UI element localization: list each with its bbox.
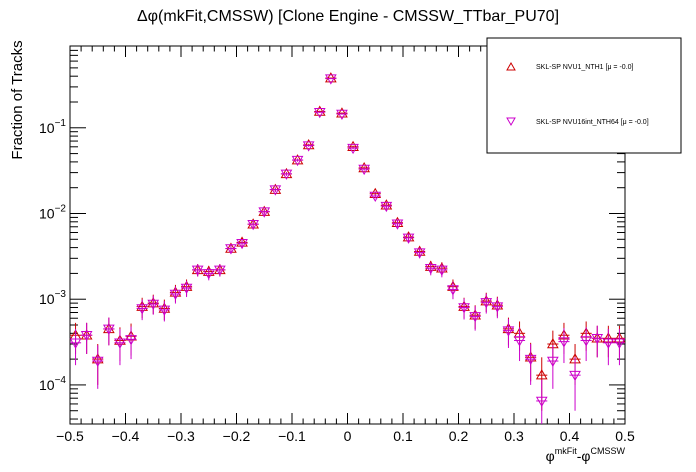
x-tick-label: 0.4	[560, 428, 580, 444]
data-point	[347, 140, 359, 152]
data-point	[358, 164, 371, 176]
y-tick-label: 10−3	[39, 289, 66, 307]
data-series	[69, 72, 626, 424]
data-point	[236, 238, 248, 250]
data-point	[102, 324, 115, 335]
data-point	[424, 263, 437, 275]
data-point	[125, 335, 137, 346]
data-point	[391, 219, 404, 230]
data-point	[313, 107, 326, 119]
data-point	[569, 370, 581, 382]
data-point	[435, 265, 448, 276]
data-point	[180, 283, 193, 295]
data-point	[302, 138, 315, 150]
legend-marker-triangle-down	[506, 117, 516, 127]
data-point	[535, 369, 548, 380]
data-point	[69, 338, 82, 349]
data-point	[613, 338, 626, 349]
data-point	[291, 154, 304, 165]
x-tick-label: 0.3	[504, 428, 524, 444]
data-point	[380, 201, 393, 213]
y-tick-label: 10−4	[39, 375, 66, 393]
legend-marker-triangle-up	[506, 61, 516, 71]
x-tick-label: 0	[344, 428, 352, 444]
x-tick-label: −0.1	[278, 428, 306, 444]
data-point	[291, 155, 304, 167]
data-point	[202, 269, 215, 280]
data-point	[324, 74, 337, 85]
data-point	[213, 265, 226, 276]
x-tick-label: 0.1	[393, 428, 413, 444]
data-point	[558, 337, 570, 348]
data-point	[524, 354, 537, 366]
data-point	[469, 312, 482, 323]
axis-ticks: −0.5 −0.4 −0.3 −0.2 −0.1 0 0.1 0.2 0.3 0.4 0.5 10−4…	[39, 45, 635, 444]
data-point	[513, 336, 526, 347]
plot-area: −0.5 −0.4 −0.3 −0.2 −0.1 0 0.1 0.2 0.3 0.4 0.5 10−4…	[39, 45, 635, 444]
legend-box	[486, 37, 682, 154]
data-point	[302, 141, 315, 152]
legend-entry-label: SKL-SP NVU16int_NTH64 [μ = -0.0]	[536, 119, 649, 126]
legend-entry-label: SKL-SP NVU1_NTH1 [μ = -0.0]	[536, 64, 634, 71]
x-tick-label: 0.2	[449, 428, 469, 444]
x-tick-label: −0.3	[167, 428, 195, 444]
x-tick-label: 0.5	[615, 428, 635, 444]
x-axis-title: φmkFit-φCMSSW	[546, 446, 626, 464]
data-point	[602, 338, 615, 349]
data-point	[258, 207, 271, 218]
data-point	[413, 248, 426, 259]
data-point	[458, 303, 470, 314]
data-point	[591, 334, 604, 345]
data-point	[313, 105, 326, 116]
data-point	[402, 233, 415, 244]
data-point	[136, 304, 149, 315]
data-point	[369, 191, 382, 203]
data-point	[480, 298, 493, 309]
data-point	[358, 161, 371, 173]
y-tick-label: 10−2	[39, 203, 66, 221]
data-point	[247, 218, 260, 229]
chart-title: Δφ(mkFit,CMSSW) [Clone Engine - CMSSW_TT…	[137, 8, 559, 25]
data-point	[336, 107, 348, 118]
y-axis-title: Fraction of Tracks	[9, 40, 26, 159]
data-point	[91, 356, 104, 368]
legend: SKL-SP NVU1_NTH1 [μ = -0.0] SKL-SP NVU16…	[486, 37, 682, 154]
data-point	[280, 169, 293, 180]
data-point	[324, 72, 337, 83]
data-point	[347, 143, 359, 155]
data-point	[546, 356, 559, 368]
data-point	[114, 338, 126, 349]
data-point	[225, 244, 237, 255]
data-point	[169, 289, 182, 301]
data-point	[258, 205, 271, 216]
data-point	[191, 265, 204, 276]
data-point	[502, 326, 515, 337]
data-point	[491, 302, 504, 313]
x-tick-label: −0.5	[56, 428, 84, 444]
data-point	[447, 285, 459, 296]
data-point	[336, 109, 348, 120]
data-point	[269, 185, 282, 196]
x-tick-label: −0.4	[112, 428, 140, 444]
data-point	[158, 305, 171, 316]
data-point	[580, 336, 593, 347]
data-point	[80, 330, 93, 342]
data-point	[535, 396, 548, 407]
x-tick-label: −0.2	[223, 428, 251, 444]
series-triangle-down	[69, 74, 626, 424]
data-point	[269, 183, 282, 194]
data-point	[147, 299, 160, 310]
data-point	[247, 219, 260, 231]
data-point	[280, 167, 293, 179]
y-tick-label: 10−1	[39, 118, 66, 136]
